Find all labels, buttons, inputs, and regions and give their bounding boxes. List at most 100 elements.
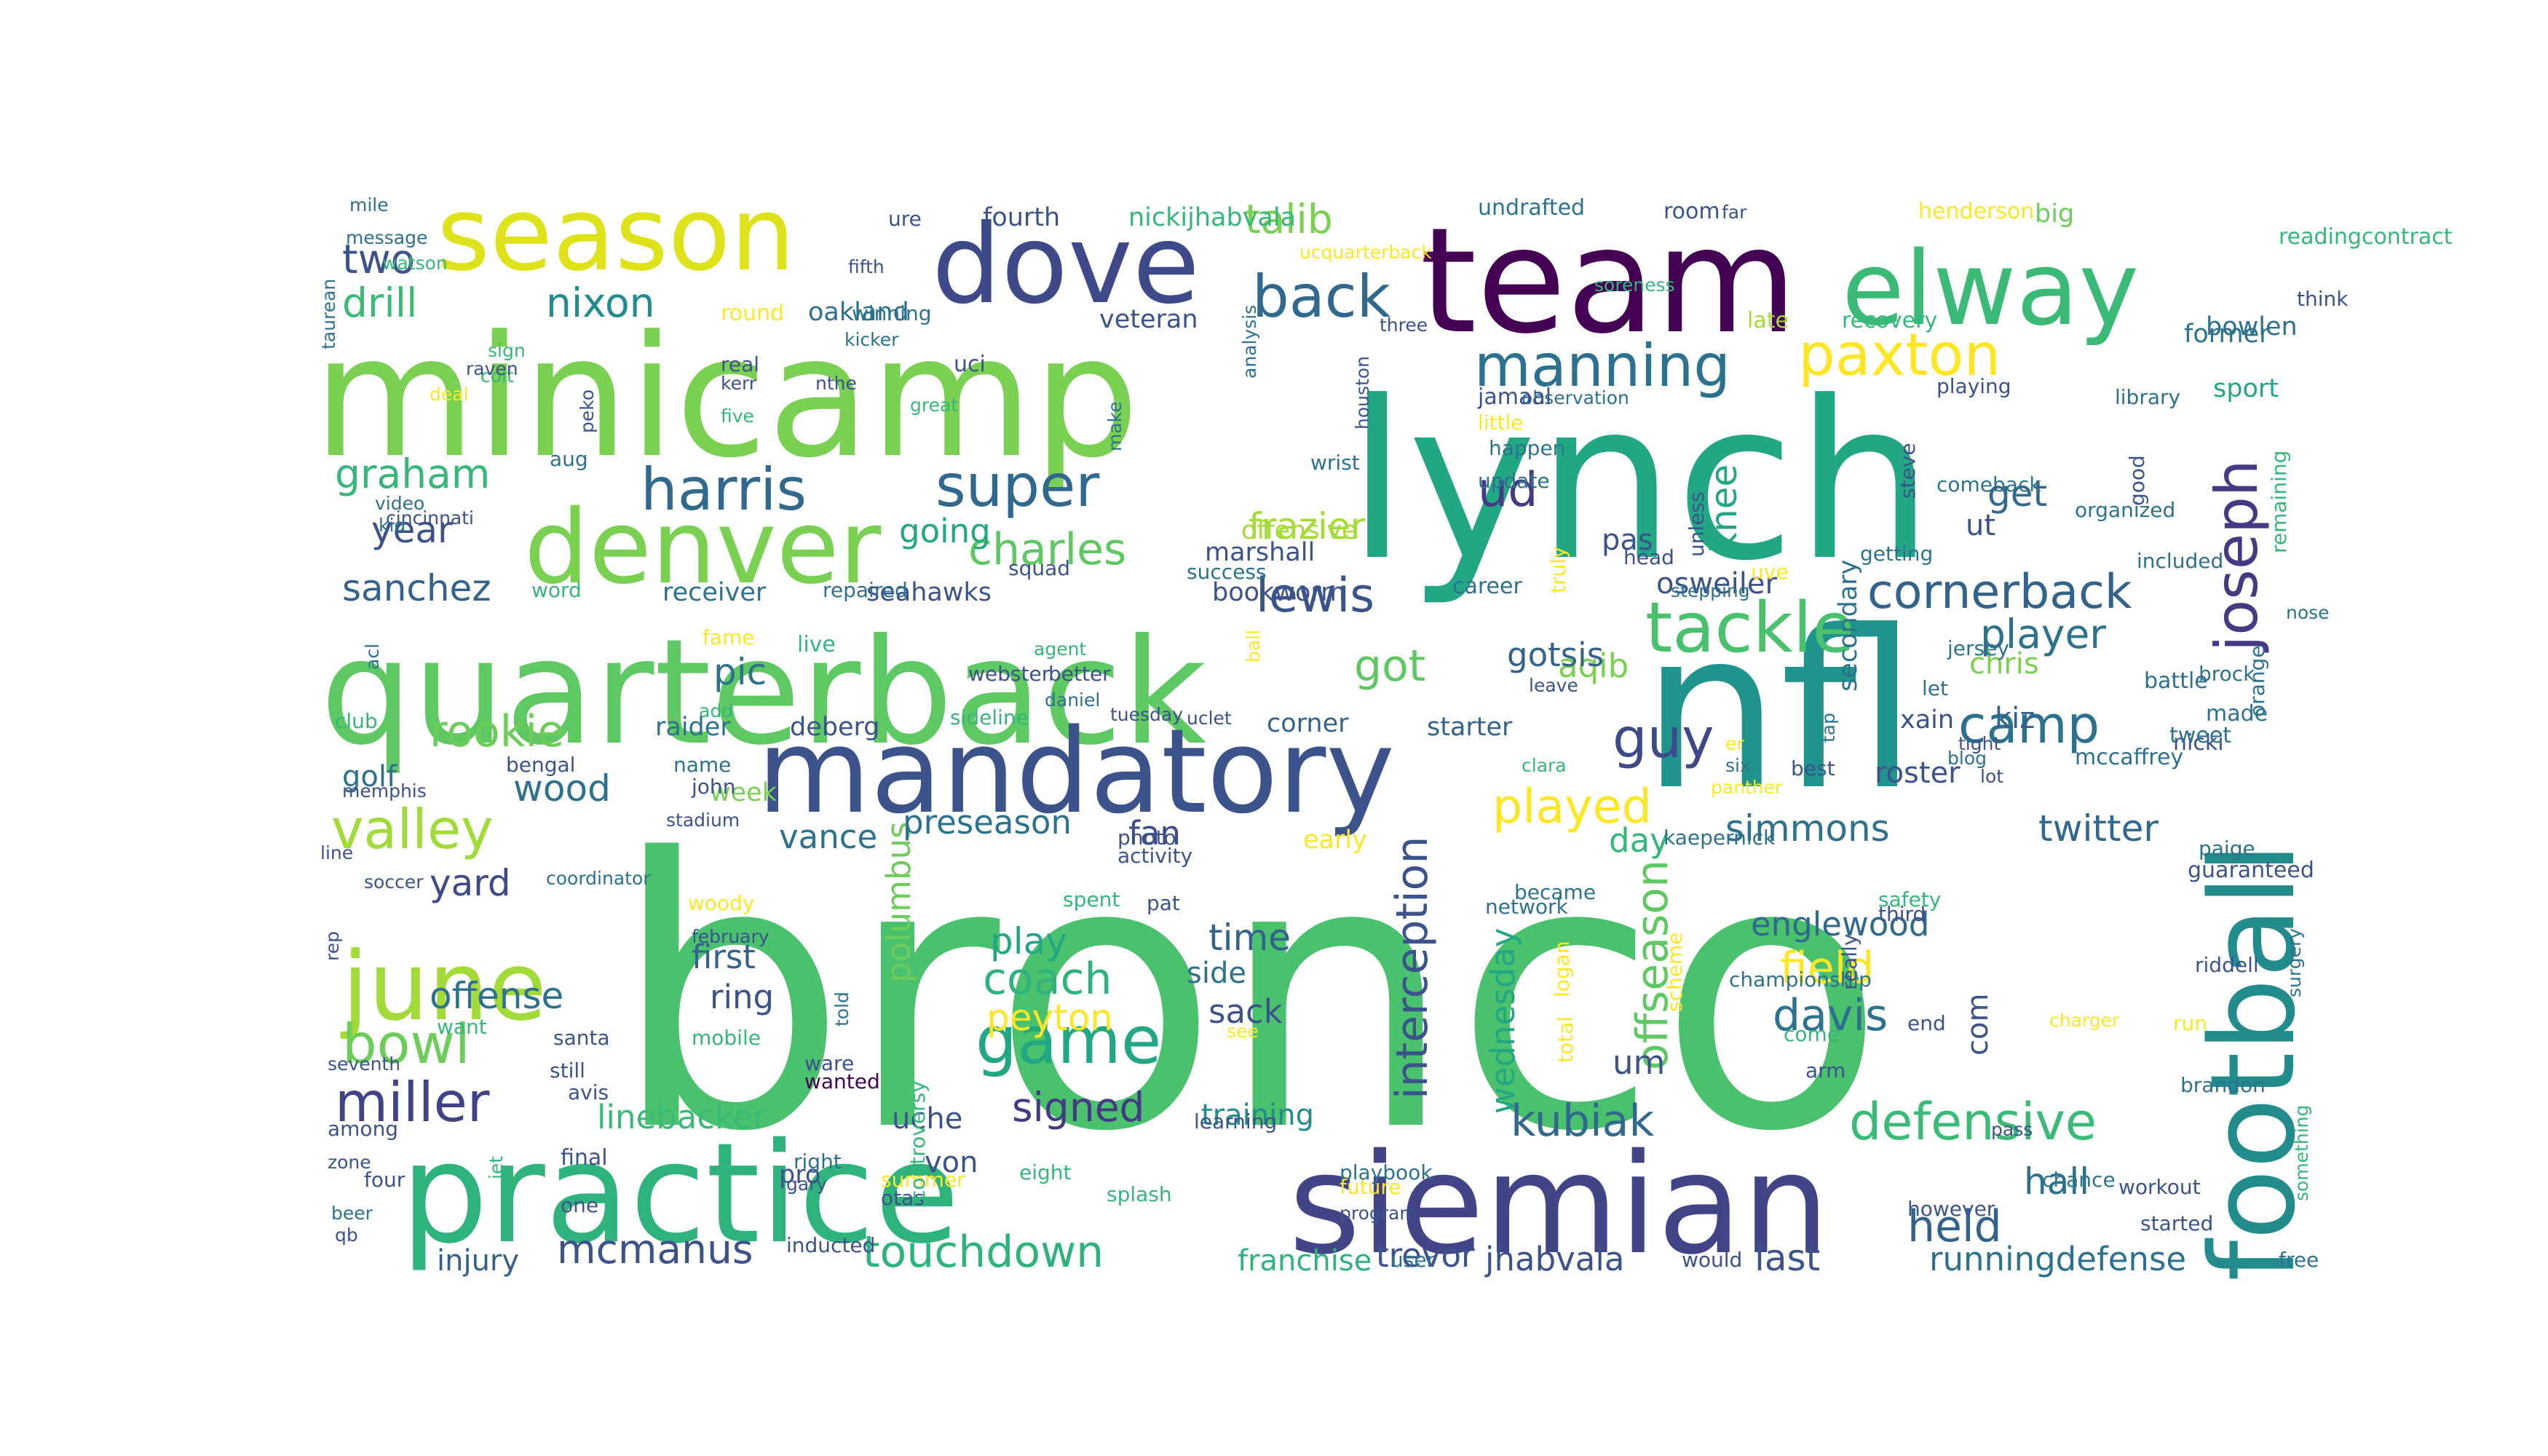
word-talib: talib [1245, 196, 1333, 242]
word-two: two [342, 236, 415, 282]
word-cincinnati: cincinnati [386, 507, 474, 529]
word-would: would [1682, 1248, 1742, 1272]
word-guy: guy [1613, 706, 1714, 770]
word-valley: valley [331, 797, 494, 861]
word-golf: golf [342, 760, 397, 794]
word-memphis: memphis [342, 780, 427, 802]
word-first: first [692, 938, 756, 976]
word-beer: beer [331, 1203, 373, 1224]
word-colt: colt [480, 365, 514, 387]
word-workout: workout [2118, 1175, 2201, 1199]
word-controversy: controversy [906, 1080, 930, 1201]
word-chris: chris [1969, 647, 2039, 681]
word-jamaal: jamaal [1477, 384, 1551, 410]
word-right: right [794, 1150, 842, 1174]
word-mandatory: mandatory [757, 703, 1395, 839]
word-day: day [1609, 821, 1669, 860]
word-avis: avis [568, 1080, 609, 1104]
word-com: com [1961, 994, 1995, 1056]
word-uci: uci [954, 352, 986, 377]
word-paxton: paxton [1798, 321, 2001, 389]
word-user: user [1390, 1248, 1436, 1272]
word-ware: ware [804, 1051, 854, 1075]
word-nicki: nicki [2173, 730, 2224, 756]
word-logan: logan [1550, 941, 1574, 997]
word-linebacker: linebacker [597, 1098, 767, 1136]
word-oswei-ler: oswei​ler [1656, 567, 1777, 601]
word-let: let [1922, 676, 1948, 700]
word-jhabvala: jhabvala [1484, 1240, 1624, 1278]
word-library: library [2115, 385, 2180, 409]
word-playing: playing [1936, 374, 2011, 398]
word-word: word [531, 578, 582, 602]
word-club: club [335, 709, 378, 733]
word-mobile: mobile [692, 1026, 761, 1050]
word-interception: interception [1387, 836, 1438, 1099]
word-deal: deal [430, 384, 469, 405]
word-nickijhabvala: nickijhabvala [1128, 203, 1296, 232]
word-photo: photo [1117, 826, 1176, 850]
word-great: great [910, 395, 958, 416]
word-denver: denver [524, 488, 882, 607]
word-organized: organized [2075, 498, 2175, 522]
word-jersey: jersey [1947, 636, 2009, 660]
word-became: became [1514, 880, 1596, 904]
word-taurean: taurean [318, 279, 339, 349]
word-playbook: playbook [1340, 1160, 1433, 1184]
word-woody: woody [688, 891, 755, 915]
word-analysis: analysis [1239, 305, 1260, 379]
word-rookie: rookie [430, 706, 564, 757]
word-john: john [691, 775, 735, 799]
word-runningdefense: runningdefense [1929, 1240, 2186, 1278]
word-peko: peko [577, 389, 598, 433]
word-peyton: peyton [986, 997, 1113, 1039]
word-von: von [925, 1146, 978, 1179]
word-vance: vance [779, 818, 877, 856]
word-roster: roster [1875, 756, 1961, 790]
word-offensive: offensive [1241, 516, 1357, 545]
word-got: got [1354, 641, 1425, 692]
word-wood: wood [513, 767, 611, 810]
word-veteran: veteran [1099, 305, 1198, 334]
word-back: back [1252, 263, 1391, 331]
word-line: line [320, 842, 353, 863]
word-charger: charger [2049, 1010, 2120, 1031]
word-aug: aug [550, 447, 588, 471]
word-going: going [899, 512, 991, 550]
word-run: run [2173, 1011, 2207, 1035]
word-think: think [2297, 287, 2349, 311]
word-future: future [1340, 1175, 1401, 1199]
word-elway: elway [1842, 230, 2139, 349]
word-yard: yard [430, 862, 511, 904]
word-played: played [1492, 780, 1652, 834]
word-coordinator: coordinator [546, 868, 651, 889]
word-ucquarterback: ucquarterback [1299, 242, 1432, 263]
word-tweet: tweet [2169, 723, 2231, 748]
word-manning: manning [1474, 332, 1730, 400]
word-brock: brock [2199, 662, 2255, 686]
word-hall: hall [2024, 1160, 2089, 1203]
word-want: want [437, 1015, 487, 1039]
word-championship: championship [1729, 968, 1872, 992]
word-time: time [1208, 917, 1291, 959]
word-side: side [1187, 957, 1246, 990]
word-repaired: repaired [823, 578, 908, 602]
word-leave: leave [1529, 675, 1578, 696]
word-bronco: bronco [612, 781, 1886, 1213]
word-made: made [2206, 701, 2268, 727]
word-squad: squad [1008, 556, 1070, 580]
word-lot: lot [1980, 766, 2003, 787]
word-kiz: kiz [1995, 702, 2035, 735]
word-lynch: lynch [1347, 355, 1934, 609]
word-head: head [1623, 545, 1674, 569]
word-splash: splash [1107, 1182, 1172, 1206]
word-scheme: scheme [1663, 933, 1687, 1012]
word-room: room [1663, 199, 1720, 224]
word-wednesday: wednesday [1484, 928, 1522, 1114]
word-recovery: recovery [1842, 308, 1937, 333]
word-tackle: tackle [1645, 588, 1855, 668]
word-fifth: fifth [848, 256, 885, 277]
word-free: free [2279, 1248, 2319, 1272]
word-safety: safety [1878, 887, 1941, 911]
